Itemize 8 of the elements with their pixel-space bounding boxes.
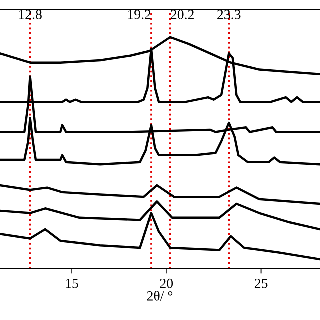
ref-line-label: 12.8 <box>19 10 42 20</box>
x-tick-label: 20 <box>160 278 174 288</box>
ref-line-label: 19.2 <box>128 10 151 20</box>
x-tick-label: 25 <box>254 278 268 288</box>
x-tick-label: 15 <box>66 278 78 288</box>
ref-line-label: 23.3 <box>218 10 241 20</box>
x-axis-title: 2θ/ ° <box>147 291 173 301</box>
ref-line-label: 20.2 <box>171 10 194 20</box>
